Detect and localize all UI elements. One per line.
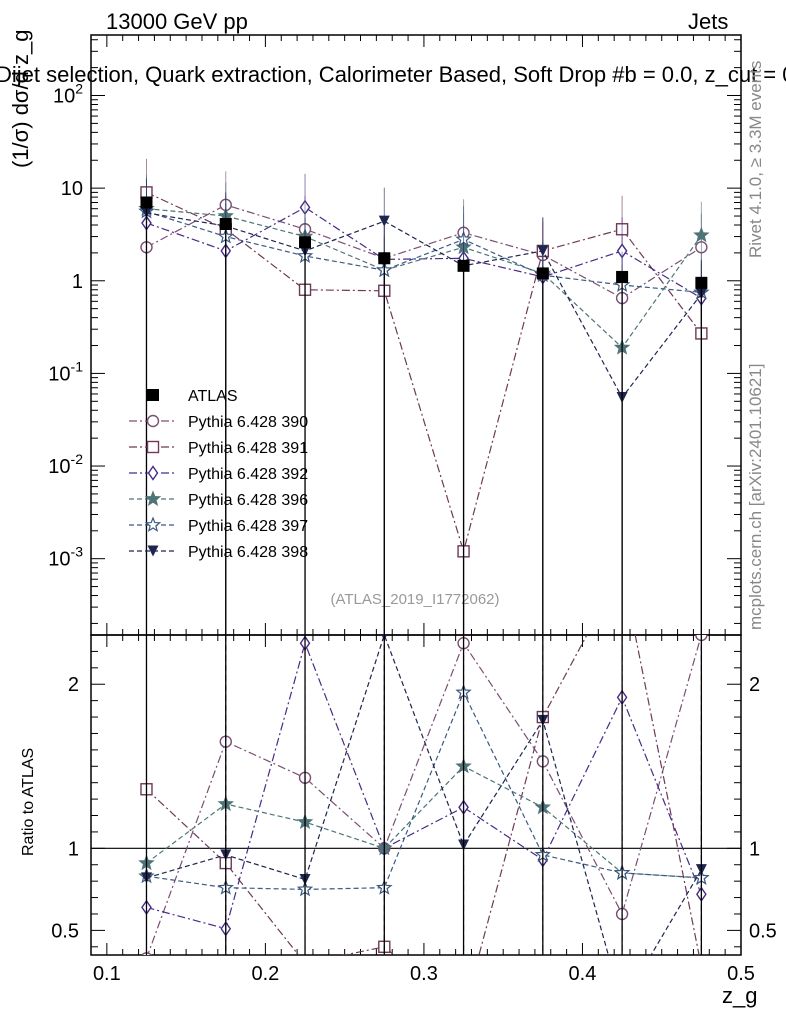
header-right-label: Jets	[688, 9, 729, 34]
ratio-y-tick-label: 1	[68, 838, 79, 860]
y-tick-label: 10-2	[48, 451, 83, 478]
rivet-version-label: Rivet 4.1.0, ≥ 3.3M events	[746, 60, 765, 258]
x-tick-label: 0.3	[410, 963, 438, 985]
ratio-point	[300, 958, 311, 969]
legend-marker	[146, 440, 160, 454]
series-line	[146, 204, 702, 299]
y-tick-label: 10	[61, 178, 83, 200]
ratio-y-tick-label-right: 2	[749, 674, 760, 696]
y-tick-label: 10-3	[48, 544, 83, 571]
ratio-series-line	[147, 635, 702, 955]
reference-point	[695, 276, 708, 289]
plot-title: Dijet selection, Quark extraction, Calor…	[0, 62, 786, 87]
mcplots-label: mcplots.cern.ch [arXiv:2401.10621]	[746, 363, 765, 630]
ratio-series-line	[146, 641, 702, 930]
reference-point	[219, 218, 232, 231]
analysis-watermark: (ATLAS_2019_I1772062)	[330, 591, 499, 608]
reference-group	[140, 196, 708, 955]
legend-label: Pythia 6.428 392	[188, 466, 308, 483]
data-point	[378, 215, 390, 227]
ratio-series-line	[146, 690, 702, 891]
ratio-y-axis-label: Ratio to ATLAS	[20, 747, 37, 856]
header-left-label: 13000 GeV pp	[106, 9, 248, 34]
legend-marker	[147, 465, 159, 481]
data-point	[537, 245, 549, 257]
x-axis-label: z_g	[722, 983, 757, 1008]
x-tick-label: 0.4	[569, 963, 597, 985]
chart-marks	[138, 158, 710, 1018]
x-tick-label: 0.5	[727, 963, 755, 985]
x-tick-label: 0.2	[251, 963, 279, 985]
series-line	[146, 210, 702, 293]
ratio-frame-border	[90, 634, 742, 956]
ratio-y-tick-label-right: 0.5	[749, 920, 777, 942]
reference-point	[140, 196, 153, 209]
ratio-point	[458, 1007, 469, 1018]
reference-point	[616, 270, 629, 283]
series-line	[146, 191, 702, 554]
data-point	[693, 226, 710, 243]
ratio-panel: 0.1 0.2 0.3 0.4 0.5z_g0.5 0.51 12 2	[51, 634, 777, 1008]
legend-marker	[146, 414, 160, 428]
reference-point	[299, 236, 312, 249]
legend-label-atlas: ATLAS	[188, 388, 238, 405]
y-tick-label: 1	[72, 271, 83, 293]
main-y-axis-label: (1/σ) dσ/d z_g	[8, 29, 33, 168]
main-panel: 10-3 10-2 10-1 1 10 102 (ATLAS_2019_I1772062)	[48, 34, 742, 636]
ratio-point	[696, 961, 707, 972]
ratio-point	[617, 999, 628, 1010]
ratio-series-group	[138, 635, 710, 955]
legend-marker	[147, 545, 159, 557]
legend-label: Pythia 6.428 396	[188, 492, 308, 509]
reference-point	[457, 259, 470, 272]
ratio-series-group	[141, 635, 707, 955]
legend-label: Pythia 6.428 390	[188, 414, 308, 431]
ratio-series-line	[146, 765, 702, 879]
legend-label: Pythia 6.428 397	[188, 518, 308, 535]
reference-point	[378, 252, 391, 265]
legend-label: Pythia 6.428 398	[188, 544, 308, 561]
series-line	[146, 208, 702, 349]
ratio-y-tick-label: 0.5	[51, 920, 79, 942]
legend-marker	[144, 516, 162, 533]
ratio-series-group	[138, 635, 710, 955]
ratio-y-tick-label: 2	[68, 674, 79, 696]
ratio-y-tick-label-right: 1	[749, 838, 760, 860]
legend: ATLAS Pythia 6.428 390 Pythia 6.428 391 Pyt…	[129, 388, 308, 561]
y-tick-label: 102	[53, 81, 83, 108]
y-tick-label: 10-1	[48, 358, 83, 385]
legend-label: Pythia 6.428 391	[188, 440, 308, 457]
reference-point	[536, 267, 549, 280]
x-tick-label: 0.1	[93, 963, 121, 985]
series-3-group	[141, 173, 707, 955]
legend-marker-atlas	[147, 389, 159, 401]
legend-marker	[144, 490, 162, 507]
ratio-series-line	[146, 635, 702, 955]
